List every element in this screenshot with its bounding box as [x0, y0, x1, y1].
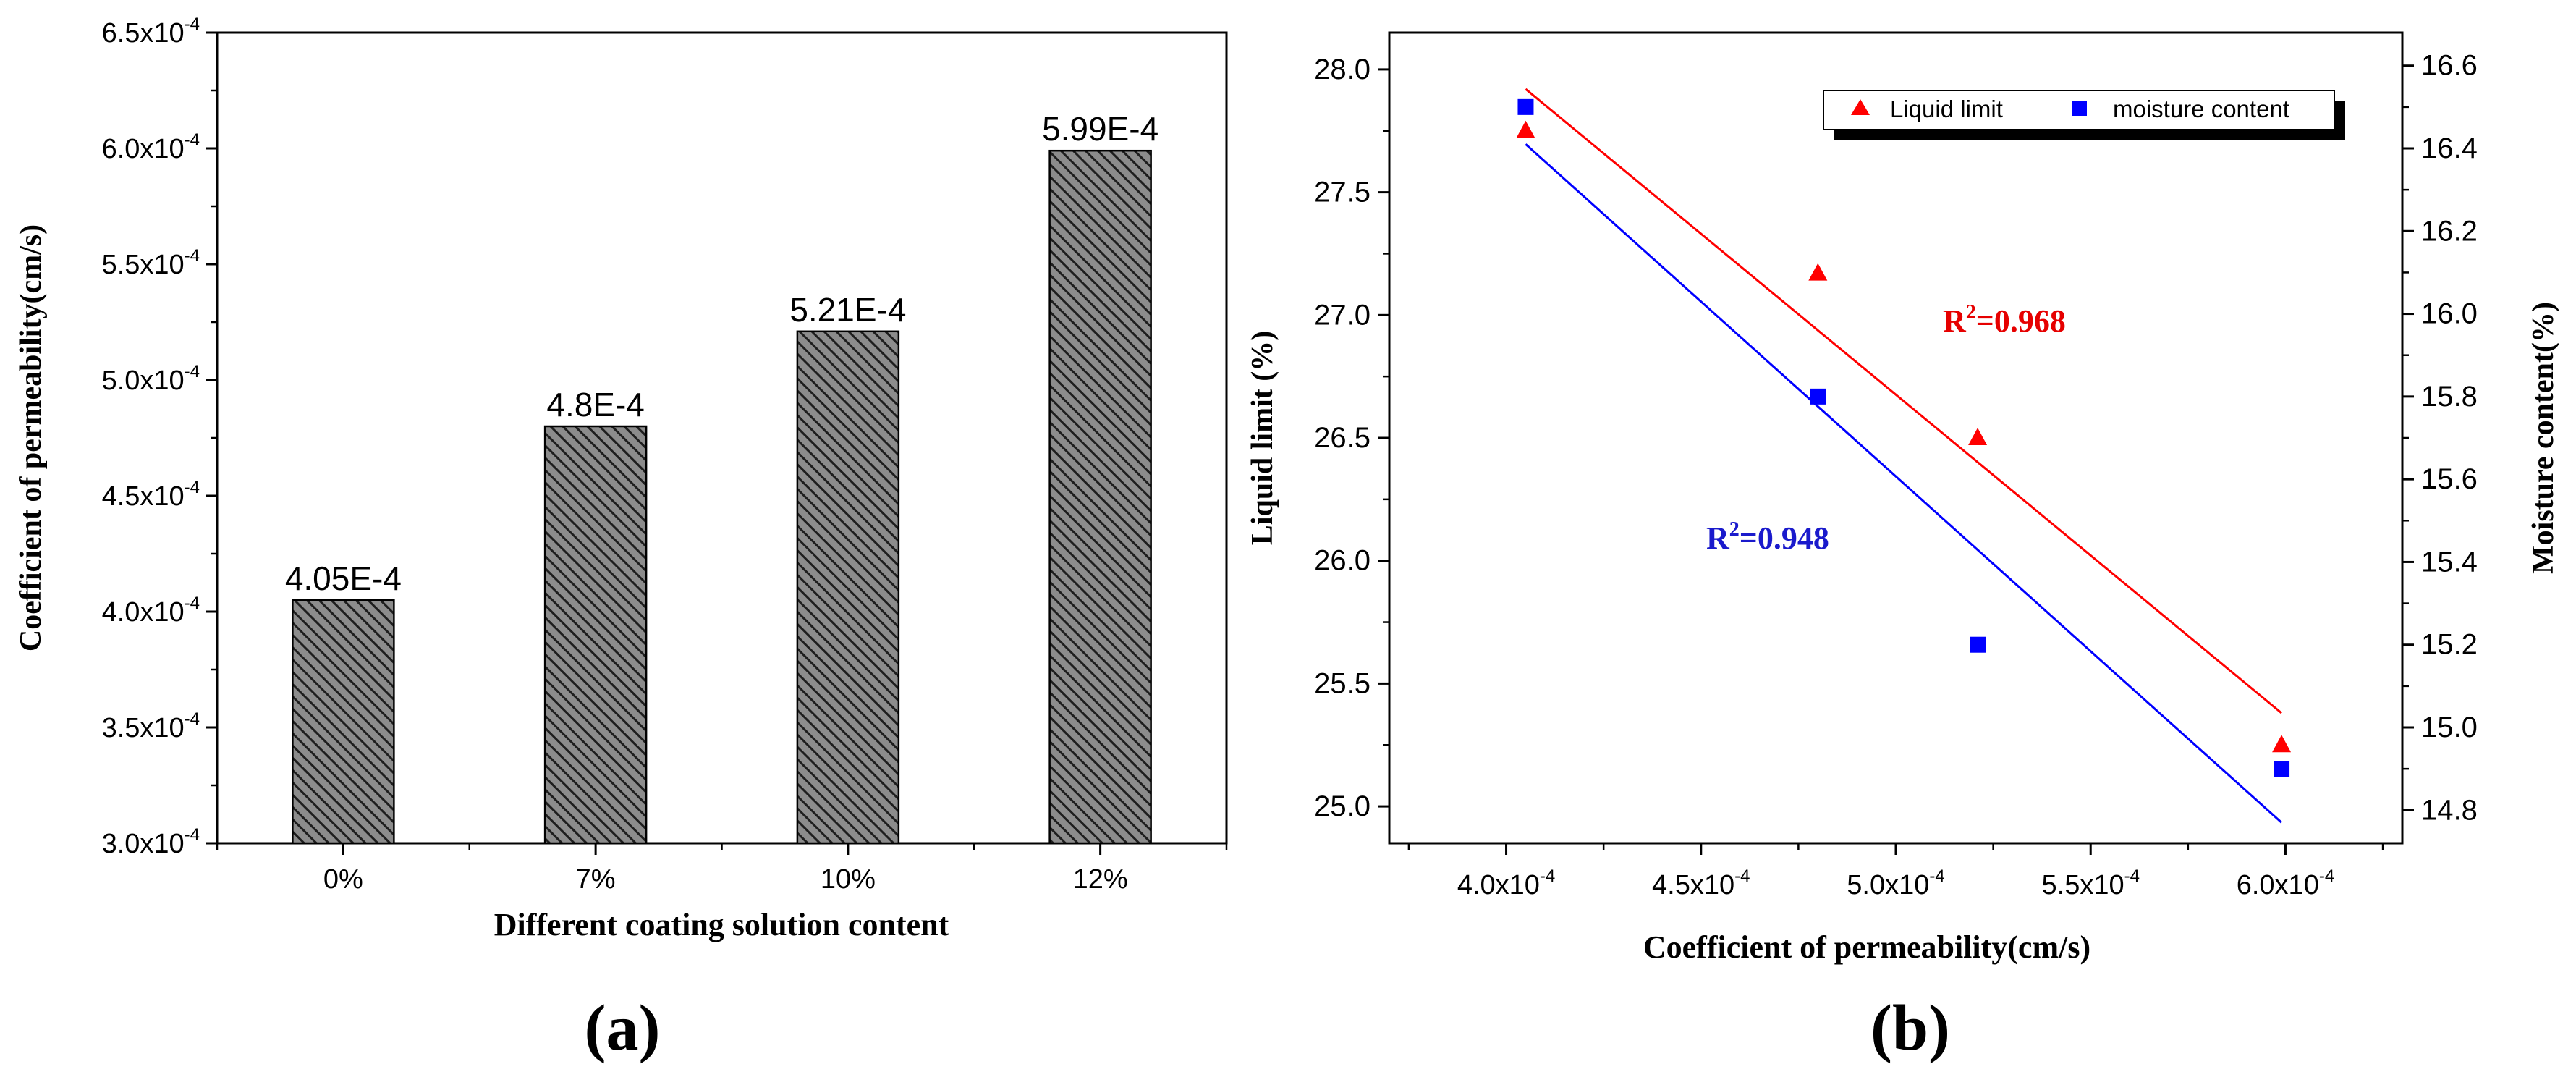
y2-tick-label: 16.0	[2421, 298, 2478, 330]
y2-tick-label: 15.0	[2421, 712, 2478, 743]
left-y-axis-title: Liquid limit (%)	[1246, 331, 1279, 545]
moisture-content-point	[2274, 761, 2290, 777]
right-y-axis-ticks: 14.8 15.0 15.2 15.4 15.6 15.8 16.0 16.2 16.4 16.6	[2402, 50, 2478, 826]
bar	[796, 330, 900, 845]
y2-tick-label: 16.6	[2421, 50, 2478, 82]
y2-tick-label: 15.6	[2421, 463, 2478, 495]
liquid-limit-point	[1516, 120, 1535, 138]
x-axis-title: Different coating solution content	[494, 907, 949, 942]
y-tick-label: 4.0x10-4	[102, 594, 200, 628]
liquid-limit-point	[1808, 263, 1828, 281]
x-axis-ticks: 0% 7% 10% 12%	[216, 843, 1228, 895]
y-tick-label: 28.0	[1314, 54, 1370, 85]
x-axis-title: Coefficient of permeability(cm/s)	[1643, 929, 2090, 965]
y2-tick-label: 15.4	[2421, 546, 2478, 578]
x-axis-ticks: 4.0x10-4 4.5x10-4 5.0x10-4 5.5x10-4 6.0x10-4	[1407, 843, 2384, 900]
y2-tick-label: 16.4	[2421, 132, 2478, 164]
liquid-limit-point	[1968, 428, 1988, 445]
y-tick-label: 4.5x10-4	[102, 478, 200, 512]
y-tick-label: 25.5	[1314, 667, 1370, 699]
y-tick-label: 27.5	[1314, 177, 1370, 208]
y-tick-label: 26.5	[1314, 422, 1370, 454]
y-tick-label: 3.5x10-4	[102, 709, 200, 743]
x-tick-label: 7%	[576, 864, 616, 895]
r2-annotation-moisture-content: R2=0.948	[1706, 518, 1829, 556]
y-axis-ticks: 3.0x10-4 3.5x10-4 4.0x10-4 4.5x10-4 5.0x10-4…	[102, 14, 217, 859]
moisture-content-point	[1517, 98, 1534, 115]
legend-square-marker	[2072, 101, 2087, 116]
bar	[1048, 149, 1152, 845]
x-tick-label: 4.0x10-4	[1457, 866, 1555, 900]
r2-annotation-liquid-limit: R2=0.968	[1943, 301, 2066, 339]
legend-label-liquid-limit: Liquid limit	[1890, 96, 2003, 122]
scatter-chart-panel: 25.0 25.5 26.0 26.5 27.0 27.5 28.0 14.8 15.0 15.…	[1246, 31, 2560, 1064]
fit-line	[1525, 143, 2283, 824]
moisture-content-point	[1970, 636, 1986, 653]
panel-label-b: (b)	[1870, 992, 1950, 1064]
y2-tick-label: 14.8	[2421, 794, 2478, 826]
legend-triangle-marker	[1851, 99, 1870, 115]
y-tick-label: 25.0	[1314, 790, 1370, 822]
x-tick-label: 4.5x10-4	[1652, 866, 1750, 900]
legend: Liquid limit moisture content	[1823, 90, 2345, 140]
bar-value-label: 5.21E-4	[789, 291, 906, 329]
y-tick-label: 5.5x10-4	[102, 246, 200, 280]
y2-tick-label: 15.2	[2421, 629, 2478, 661]
panel-label-a: (a)	[585, 992, 661, 1064]
x-tick-label: 6.0x10-4	[2237, 866, 2334, 900]
x-tick-label: 0%	[323, 864, 363, 895]
bar-value-label: 4.8E-4	[546, 386, 645, 423]
liquid-limit-point	[2272, 735, 2292, 753]
x-tick-label: 10%	[821, 864, 876, 895]
fit-line	[1525, 88, 2283, 714]
x-tick-label: 12%	[1073, 864, 1128, 895]
y-axis-title: Coefficient of permeability(cm/s)	[14, 224, 48, 651]
y-tick-label: 6.0x10-4	[102, 130, 200, 164]
x-tick-label: 5.0x10-4	[1847, 866, 1944, 900]
y-tick-label: 5.0x10-4	[102, 362, 200, 396]
bar	[543, 425, 648, 845]
left-y-axis-ticks: 25.0 25.5 26.0 26.5 27.0 27.5 28.0	[1314, 54, 1389, 822]
y2-tick-label: 15.8	[2421, 381, 2478, 413]
y-tick-label: 3.0x10-4	[102, 825, 200, 859]
bar-series	[292, 149, 1152, 845]
y-tick-label: 26.0	[1314, 545, 1370, 577]
bar-value-label: 4.05E-4	[285, 560, 402, 597]
fit-lines	[1525, 88, 2283, 824]
legend-label-moisture-content: moisture content	[2113, 96, 2289, 122]
y2-tick-label: 16.2	[2421, 215, 2478, 247]
moisture-content-point	[1810, 388, 1826, 405]
bar-chart-panel: 4.05E-4 4.8E-4 5.21E-4 5.99E-4 3.0x10-4 3.5x…	[14, 14, 1228, 1064]
bar	[292, 599, 395, 845]
x-tick-label: 5.5x10-4	[2042, 866, 2140, 900]
bar-value-label: 5.99E-4	[1042, 110, 1158, 148]
y-tick-label: 6.5x10-4	[102, 14, 200, 48]
scatter-chart-frame	[1388, 31, 2404, 845]
data-points	[1516, 98, 2292, 777]
right-y-axis-title: Moisture content(%)	[2527, 302, 2560, 574]
y-tick-label: 27.0	[1314, 299, 1370, 331]
bar-value-labels: 4.05E-4 4.8E-4 5.21E-4 5.99E-4	[285, 110, 1158, 597]
